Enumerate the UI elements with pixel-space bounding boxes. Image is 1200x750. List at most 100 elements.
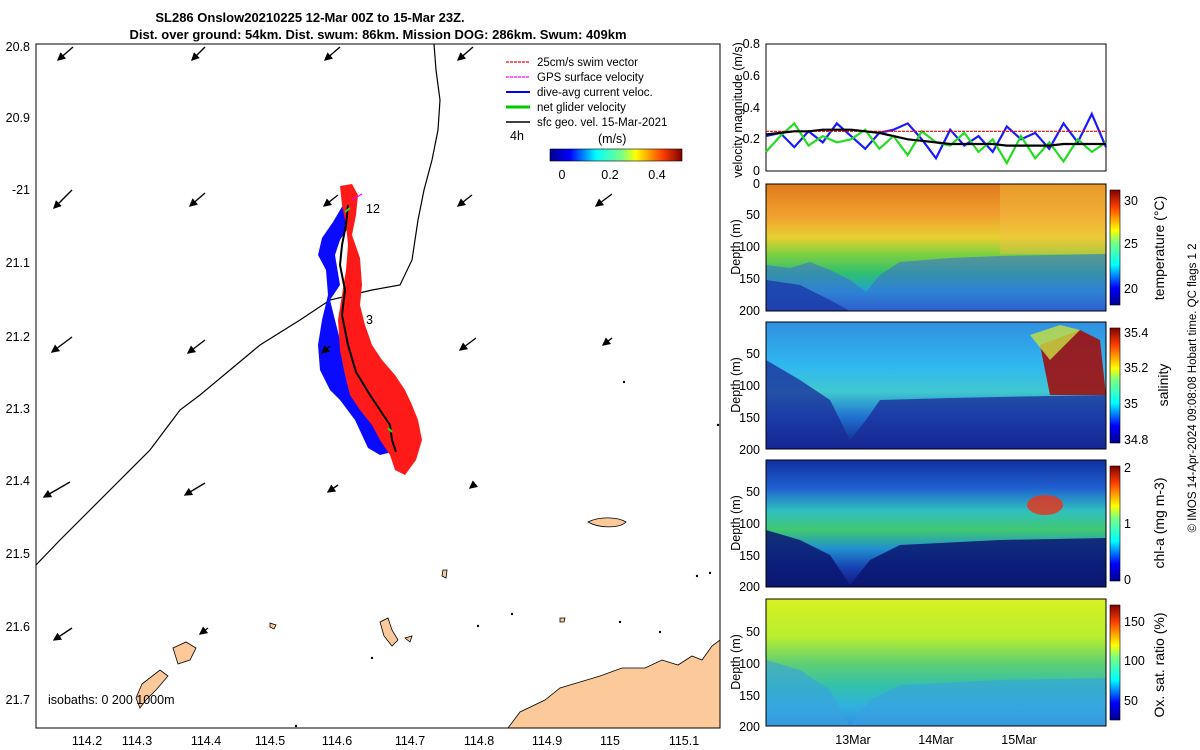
land-island-8 <box>559 617 566 623</box>
svg-text:21.4: 21.4 <box>6 474 30 488</box>
svg-text:21.7: 21.7 <box>6 693 30 707</box>
svg-text:25: 25 <box>1124 237 1138 251</box>
land-island-3 <box>172 641 197 665</box>
svg-text:100: 100 <box>739 240 760 254</box>
svg-text:200: 200 <box>739 580 760 594</box>
svg-text:0.2: 0.2 <box>601 168 618 182</box>
svg-text:0: 0 <box>753 164 760 178</box>
map-lat-ticks: 20.8 20.9 -21 21.1 21.2 21.3 21.4 21.5 2… <box>6 40 30 707</box>
svg-text:115.1: 115.1 <box>669 734 699 748</box>
xtick-13mar: 13Mar <box>835 733 870 747</box>
glider-track <box>338 204 397 453</box>
svg-text:21.1: 21.1 <box>6 256 30 270</box>
land-mainland <box>507 639 720 728</box>
chl-ylabel: Depth (m) <box>729 495 743 551</box>
svg-text:100: 100 <box>739 657 760 671</box>
svg-text:114.3: 114.3 <box>122 734 152 748</box>
land-island-1 <box>587 517 627 528</box>
oxygen-panel: 50 100 150 200 Depth (m) 150 100 50 Ox. … <box>729 598 1167 747</box>
land-island-4 <box>135 669 169 709</box>
salinity-cblabel: salinity <box>1155 364 1171 407</box>
svg-text:34.8: 34.8 <box>1124 433 1148 447</box>
svg-text:200: 200 <box>739 443 760 457</box>
oxygen-cblabel: Ox. sat. ratio (%) <box>1151 612 1167 717</box>
svg-text:50: 50 <box>1124 694 1138 708</box>
svg-text:114.7: 114.7 <box>395 734 425 748</box>
svg-text:20.8: 20.8 <box>6 40 30 54</box>
xtick-14mar: 14Mar <box>918 733 953 747</box>
velocity-series-layer <box>765 111 1108 166</box>
svg-text:21.6: 21.6 <box>6 620 30 634</box>
day-label-12: 12 <box>366 202 380 216</box>
swim-vector-envelope <box>338 184 422 475</box>
legend-gps: GPS surface velocity <box>537 72 644 84</box>
svg-text:0.4: 0.4 <box>743 101 760 115</box>
svg-text:150: 150 <box>1124 615 1145 629</box>
velocity-series-dive-avg-current <box>765 111 1108 161</box>
svg-text:35: 35 <box>1124 397 1138 411</box>
velocity-ylabel: velocity magnitude (m/s) <box>731 42 745 177</box>
colorbar-title: (m/s) <box>598 132 626 146</box>
svg-text:150: 150 <box>739 549 760 563</box>
velocity-series-geostrophic <box>765 128 1106 147</box>
svg-text:50: 50 <box>746 625 760 639</box>
land-island-5 <box>441 569 448 579</box>
svg-text:35.4: 35.4 <box>1124 326 1148 340</box>
svg-text:20.9: 20.9 <box>6 111 30 125</box>
imos-side-note: © IMOS 14-Apr-2024 09:08:08 Hobart time.… <box>1187 243 1199 532</box>
title-line-1: SL286 Onslow20210225 12-Mar 00Z to 15-Ma… <box>155 10 464 25</box>
svg-text:0.6: 0.6 <box>743 69 760 83</box>
salinity-ylabel: Depth (m) <box>729 357 743 413</box>
land-island-7 <box>404 635 413 643</box>
svg-text:150: 150 <box>739 689 760 703</box>
svg-text:115: 115 <box>600 734 620 748</box>
geostrophic-arrows <box>42 46 613 641</box>
svg-text:0.2: 0.2 <box>743 132 760 146</box>
net-velocity-marks <box>344 207 393 433</box>
xtick-15mar: 15Mar <box>1001 733 1036 747</box>
svg-text:114.4: 114.4 <box>191 734 221 748</box>
day-label-3: 3 <box>366 313 373 327</box>
gps-velocity-arrow <box>351 193 363 201</box>
vector-interval: 4h <box>510 129 524 143</box>
isobath-line <box>36 44 441 566</box>
chl-panel: 50 100 150 200 Depth (m) 2 1 0 chl-a (mg… <box>729 459 1167 594</box>
svg-text:0: 0 <box>1124 573 1131 587</box>
map-panel: 12 3 <box>6 40 721 748</box>
svg-text:2: 2 <box>1124 461 1131 475</box>
salinity-panel: 50 100 150 200 Depth (m) 35.4 35.2 35 34… <box>729 321 1171 457</box>
velocity-panel: 0.8 0.6 0.4 0.2 0 velocity magnitude (m/… <box>731 37 1108 178</box>
svg-text:21.5: 21.5 <box>6 547 30 561</box>
land-island-6 <box>269 622 277 630</box>
svg-text:100: 100 <box>1124 654 1145 668</box>
svg-text:50: 50 <box>746 485 760 499</box>
svg-text:50: 50 <box>746 347 760 361</box>
svg-text:-21: -21 <box>12 183 30 197</box>
svg-text:100: 100 <box>739 517 760 531</box>
svg-text:114.5: 114.5 <box>255 734 285 748</box>
svg-text:114.9: 114.9 <box>532 734 562 748</box>
svg-text:0.8: 0.8 <box>743 37 760 51</box>
svg-text:20: 20 <box>1124 282 1138 296</box>
svg-text:100: 100 <box>739 379 760 393</box>
svg-text:21.3: 21.3 <box>6 402 30 416</box>
legend-current: dive-avg current veloc. <box>537 87 653 99</box>
svg-text:200: 200 <box>739 720 760 734</box>
temperature-ylabel: Depth (m) <box>729 219 743 275</box>
svg-text:21.2: 21.2 <box>6 330 30 344</box>
legend-geo: sfc geo. vel. 15-Mar-2021 <box>537 117 667 129</box>
chl-cblabel: chl-a (mg m-3) <box>1151 477 1167 568</box>
legend-swim: 25cm/s swim vector <box>537 57 638 69</box>
svg-text:50: 50 <box>746 208 760 222</box>
svg-text:150: 150 <box>739 411 760 425</box>
svg-text:0: 0 <box>559 168 566 182</box>
title-line-2: Dist. over ground: 54km. Dist. swum: 86k… <box>129 27 626 42</box>
svg-text:1: 1 <box>1124 517 1131 531</box>
current-vector-envelope <box>318 205 400 455</box>
temperature-cblabel: temperature (°C) <box>1151 196 1167 300</box>
svg-text:35.2: 35.2 <box>1124 361 1148 375</box>
svg-text:114.8: 114.8 <box>464 734 494 748</box>
svg-text:0: 0 <box>753 177 760 191</box>
temperature-panel: 0 50 100 150 200 Depth (m) 30 25 20 temp… <box>729 177 1167 318</box>
